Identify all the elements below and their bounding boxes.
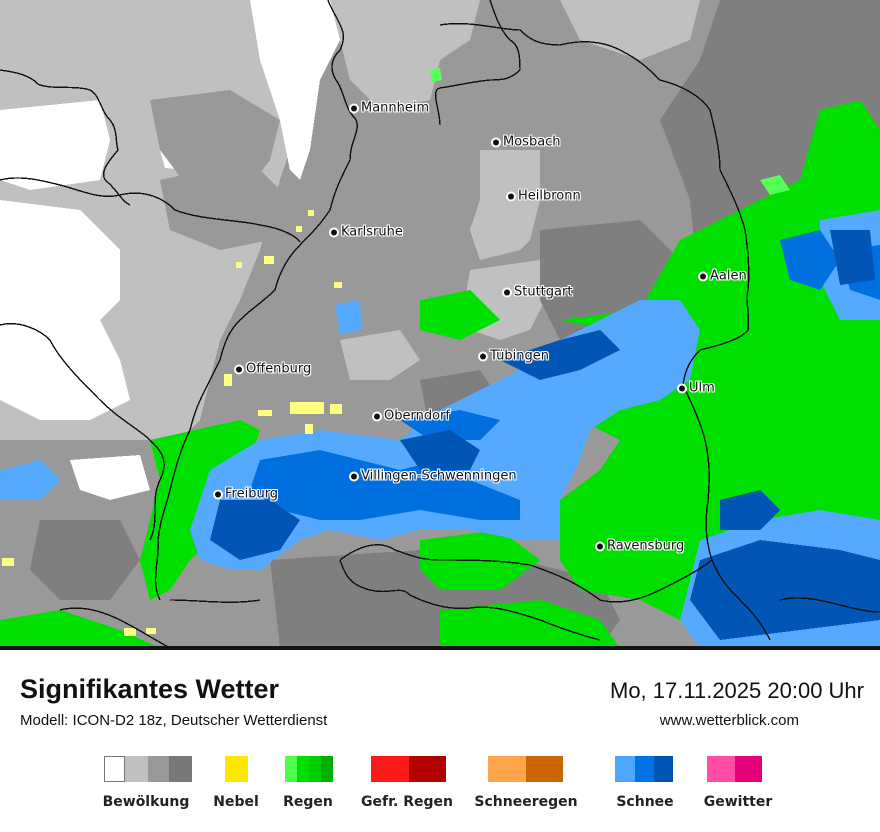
city-label-mosbach: Mosbach bbox=[493, 135, 561, 150]
legend: Bewölkung Nebel Regen Gefr. Regen bbox=[0, 756, 880, 816]
city-dot-icon bbox=[351, 473, 357, 479]
legend-swatch-freezing-rain bbox=[371, 756, 458, 782]
forecast-datetime: Mo, 17.11.2025 20:00 Uhr bbox=[610, 678, 864, 703]
city-label-oberndorf: Oberndorf bbox=[374, 409, 450, 424]
city-label-tuebingen: Tübingen bbox=[480, 349, 549, 364]
legend-swatch-thunderstorm bbox=[707, 756, 776, 782]
legend-swatch-cloud bbox=[104, 756, 192, 782]
city-label-villingen-schwenningen: Villingen-Schwenningen bbox=[351, 469, 517, 484]
city-label-offenburg: Offenburg bbox=[236, 362, 311, 377]
city-dot-icon bbox=[679, 385, 685, 391]
city-label-freiburg: Freiburg bbox=[215, 487, 278, 502]
city-label-ravensburg: Ravensburg bbox=[597, 539, 684, 554]
city-dot-icon bbox=[493, 139, 499, 145]
legend-swatch-fog bbox=[208, 756, 264, 782]
map-title: Signifikantes Wetter bbox=[20, 674, 280, 704]
weather-map-canvas bbox=[0, 0, 880, 648]
legend-swatch-rain bbox=[285, 756, 336, 782]
legend-item-schnee: Schnee bbox=[612, 756, 678, 810]
website-link: www.wetterblick.com bbox=[659, 712, 799, 729]
city-dot-icon bbox=[700, 273, 706, 279]
city-label-karlsruhe: Karlsruhe bbox=[331, 225, 403, 240]
city-dot-icon bbox=[597, 543, 603, 549]
city-label-aalen: Aalen bbox=[700, 269, 747, 284]
map-footer: Signifikantes Wetter Modell: ICON-D2 18z… bbox=[0, 648, 880, 832]
legend-item-bewoelkung: Bewölkung bbox=[100, 756, 192, 810]
legend-item-schneeregen: Schneeregen bbox=[470, 756, 582, 810]
city-dot-icon bbox=[331, 229, 337, 235]
weather-map: Mannheim Mosbach Heilbronn Karlsruhe Stu… bbox=[0, 0, 880, 648]
legend-swatch-snow bbox=[615, 756, 678, 782]
city-label-mannheim: Mannheim bbox=[351, 101, 429, 116]
city-label-heilbronn: Heilbronn bbox=[508, 189, 581, 204]
city-label-stuttgart: Stuttgart bbox=[504, 285, 572, 300]
legend-item-regen: Regen bbox=[280, 756, 336, 810]
city-dot-icon bbox=[480, 353, 486, 359]
legend-item-nebel: Nebel bbox=[208, 756, 264, 810]
city-label-ulm: Ulm bbox=[679, 381, 715, 396]
city-dot-icon bbox=[236, 366, 242, 372]
city-dot-icon bbox=[351, 105, 357, 111]
legend-item-gewitter: Gewitter bbox=[700, 756, 776, 810]
model-info: Modell: ICON-D2 18z, Deutscher Wetterdie… bbox=[20, 712, 328, 729]
city-dot-icon bbox=[508, 193, 514, 199]
legend-swatch-sleet bbox=[488, 756, 582, 782]
city-dot-icon bbox=[374, 413, 380, 419]
city-dot-icon bbox=[504, 289, 510, 295]
city-dot-icon bbox=[215, 491, 221, 497]
legend-item-gefrierender-regen: Gefr. Regen bbox=[356, 756, 458, 810]
